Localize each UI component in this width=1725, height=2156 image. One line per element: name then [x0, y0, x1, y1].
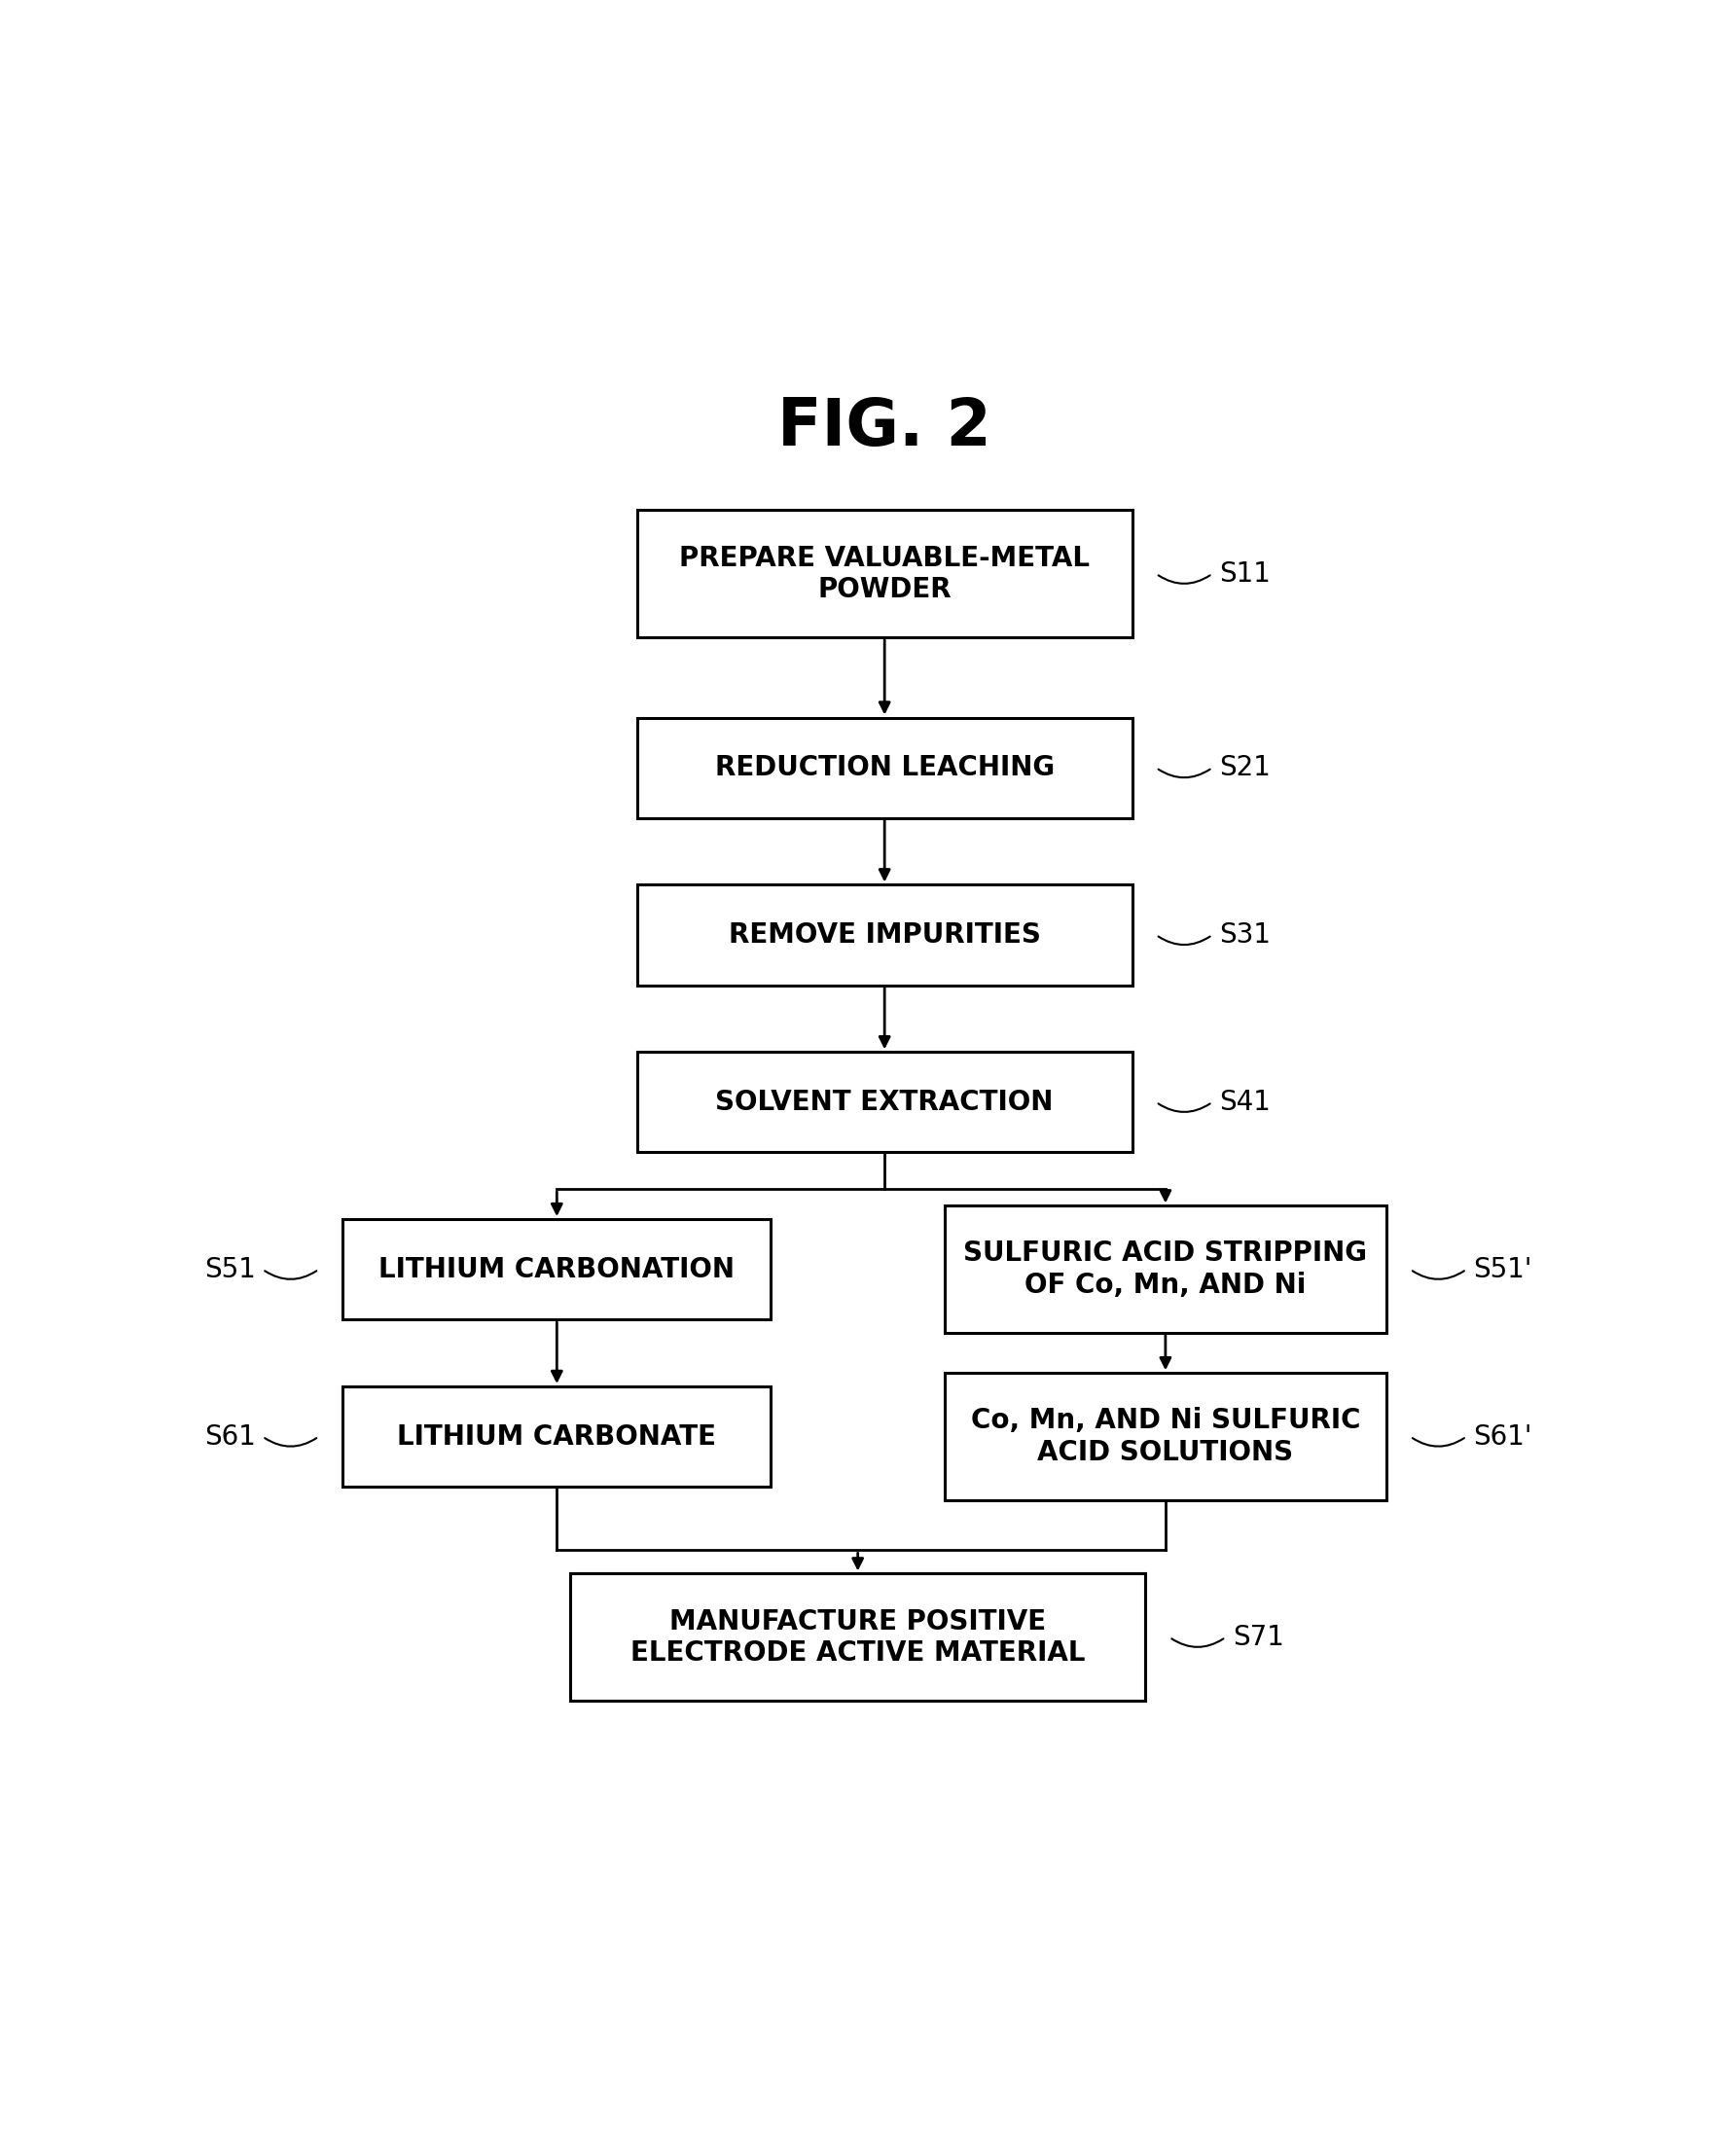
- Bar: [343, 1218, 771, 1319]
- Bar: [343, 1386, 771, 1488]
- Text: FIG. 2: FIG. 2: [778, 395, 990, 459]
- Bar: [637, 511, 1132, 638]
- Text: PREPARE VALUABLE-METAL
POWDER: PREPARE VALUABLE-METAL POWDER: [680, 545, 1088, 604]
- Text: SULFURIC ACID STRIPPING
OF Co, Mn, AND Ni: SULFURIC ACID STRIPPING OF Co, Mn, AND N…: [963, 1240, 1366, 1298]
- Text: S61': S61': [1473, 1423, 1532, 1451]
- Text: S51: S51: [204, 1255, 255, 1283]
- Text: S31: S31: [1218, 921, 1270, 949]
- Text: Co, Mn, AND Ni SULFURIC
ACID SOLUTIONS: Co, Mn, AND Ni SULFURIC ACID SOLUTIONS: [969, 1408, 1359, 1466]
- Bar: [569, 1574, 1145, 1701]
- Bar: [637, 1052, 1132, 1151]
- Text: REDUCTION LEACHING: REDUCTION LEACHING: [714, 755, 1054, 780]
- Bar: [944, 1373, 1385, 1501]
- Text: S21: S21: [1218, 755, 1270, 780]
- Text: LITHIUM CARBONATION: LITHIUM CARBONATION: [378, 1255, 735, 1283]
- Bar: [637, 884, 1132, 985]
- Text: S11: S11: [1218, 561, 1270, 586]
- Text: S51': S51': [1473, 1255, 1532, 1283]
- Text: S41: S41: [1218, 1089, 1270, 1117]
- Text: MANUFACTURE POSITIVE
ELECTRODE ACTIVE MATERIAL: MANUFACTURE POSITIVE ELECTRODE ACTIVE MA…: [630, 1608, 1085, 1667]
- Text: SOLVENT EXTRACTION: SOLVENT EXTRACTION: [716, 1089, 1052, 1117]
- Bar: [637, 718, 1132, 817]
- Text: S71: S71: [1232, 1623, 1283, 1651]
- Bar: [944, 1205, 1385, 1332]
- Text: S61: S61: [204, 1423, 255, 1451]
- Text: LITHIUM CARBONATE: LITHIUM CARBONATE: [397, 1423, 716, 1451]
- Text: REMOVE IMPURITIES: REMOVE IMPURITIES: [728, 921, 1040, 949]
